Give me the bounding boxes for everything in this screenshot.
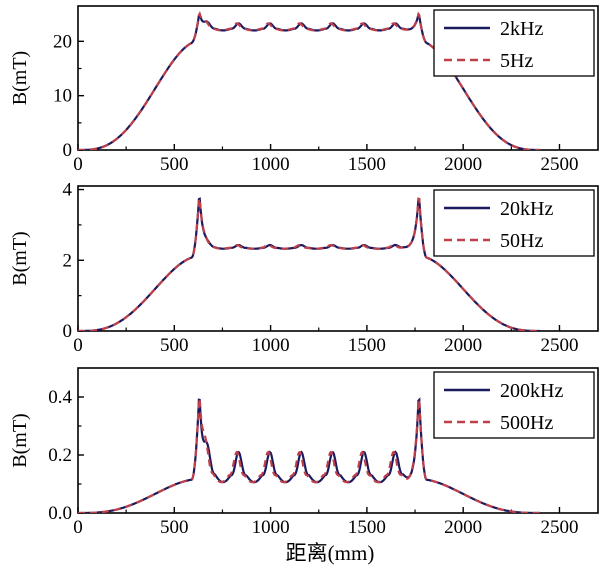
y-tick-label: 0.2 <box>48 445 72 466</box>
y-tick-label: 0.4 <box>48 387 72 408</box>
x-tick-label: 2500 <box>540 154 578 175</box>
legend-label: 500Hz <box>500 412 553 434</box>
x-tick-label: 2000 <box>444 517 482 538</box>
y-tick-label: 4 <box>63 180 73 201</box>
y-tick-label: 0 <box>63 321 73 342</box>
chart-3: 0 500 1000 1500 2000 2500 0.0 0.2 0.4 B(mT) 200kHz… <box>9 367 599 538</box>
x-tick-label: 2500 <box>540 517 578 538</box>
y-tick-label: 0.0 <box>48 503 72 524</box>
x-tick-label: 1500 <box>348 154 386 175</box>
plot-frame <box>77 185 599 332</box>
x-tick-label: 500 <box>160 335 189 356</box>
legend-box <box>433 189 595 257</box>
series-line-2 <box>78 196 541 331</box>
legend-label: 2kHz <box>500 18 543 40</box>
y-tick-label: 2 <box>63 250 73 271</box>
legend-box <box>433 371 595 439</box>
x-tick-label: 1000 <box>252 154 290 175</box>
x-tick-label: 2000 <box>444 335 482 356</box>
plot-frame <box>77 5 599 151</box>
series-line-2 <box>78 11 541 150</box>
y-tick-label: 20 <box>53 31 72 52</box>
chart-1: 0 500 1000 1500 2000 2500 0 10 20 B(mT) 2kHz 5Hz <box>9 5 599 175</box>
legend-label: 5Hz <box>500 50 533 72</box>
legend-box <box>433 9 595 77</box>
y-axis-label: B(mT) <box>9 413 31 467</box>
y-axis-label: B(mT) <box>9 231 31 285</box>
y-tick-label: 0 <box>63 140 73 161</box>
x-tick-label: 2000 <box>444 154 482 175</box>
x-tick-label: 1500 <box>348 335 386 356</box>
x-tick-label: 1000 <box>252 335 290 356</box>
x-tick-label: 0 <box>73 517 83 538</box>
legend-label: 200kHz <box>500 380 563 402</box>
x-tick-label: 500 <box>160 154 189 175</box>
legend-label: 50Hz <box>500 230 543 252</box>
y-axis-label: B(mT) <box>9 51 31 105</box>
plot-frame <box>77 367 599 514</box>
x-tick-label: 0 <box>73 335 83 356</box>
legend-label: 20kHz <box>500 198 553 220</box>
x-tick-label: 0 <box>73 154 83 175</box>
x-axis-label: 距离(mm) <box>286 541 375 565</box>
x-tick-label: 1500 <box>348 517 386 538</box>
series-line-1 <box>78 397 541 513</box>
y-tick-label: 10 <box>53 86 72 107</box>
x-tick-label: 500 <box>160 517 189 538</box>
x-tick-label: 2500 <box>540 335 578 356</box>
x-tick-label: 1000 <box>252 517 290 538</box>
chart-2: 0 500 1000 1500 2000 2500 0 2 4 B(mT) 20kHz 50Hz <box>9 180 599 356</box>
